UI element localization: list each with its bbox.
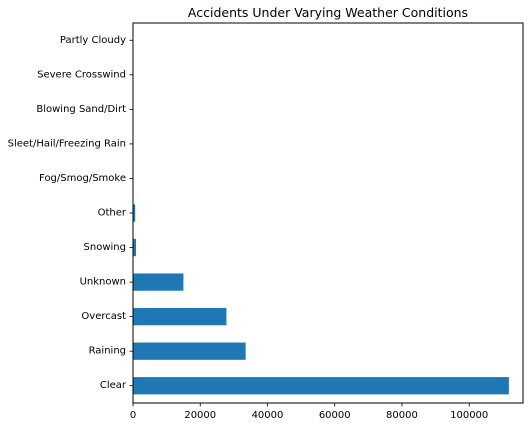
y-tick-label: Fog/Smog/Smoke [39,173,126,184]
bars-layer [133,32,509,395]
y-tick-label: Clear [100,380,127,391]
bar-7 [133,273,183,290]
bar-10 [133,377,509,394]
bar-8 [133,308,226,325]
x-tick-label: 80000 [386,410,418,421]
x-axis-ticks: 0 20000 40000 60000 80000 100000 [130,403,488,421]
bar-9 [133,343,246,360]
y-tick-label: Severe Crosswind [37,69,126,80]
y-tick-label: Unknown [80,277,126,288]
x-tick-label: 100000 [450,410,488,421]
x-tick-label: 20000 [184,410,216,421]
y-tick-label: Sleet/Hail/Freezing Rain [8,138,126,149]
y-tick-label: Overcast [81,311,126,322]
y-tick-label: Other [98,208,127,219]
y-tick-label: Snowing [84,242,126,253]
chart-title: Accidents Under Varying Weather Conditio… [188,5,468,20]
y-tick-label: Blowing Sand/Dirt [36,104,126,115]
y-axis-ticks: Partly Cloudy Severe Crosswind Blowing San… [8,35,133,391]
x-tick-label: 0 [130,410,136,421]
x-tick-label: 40000 [252,410,284,421]
y-tick-label: Partly Cloudy [60,35,126,46]
y-tick-label: Raining [89,346,126,357]
x-tick-label: 60000 [319,410,351,421]
